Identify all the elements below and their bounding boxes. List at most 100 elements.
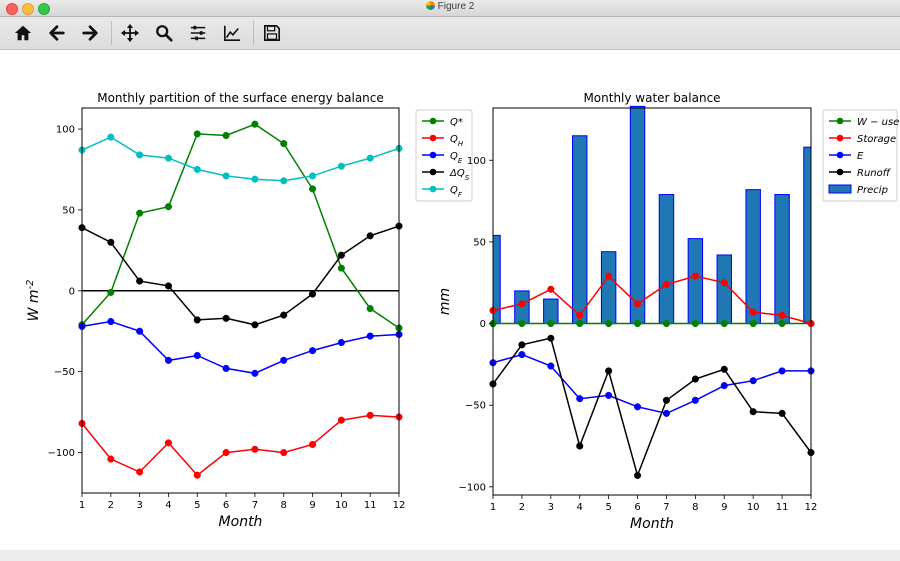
series-line-5: [81, 136, 400, 182]
maximize-window-button[interactable]: [38, 3, 50, 15]
legend-marker: [836, 117, 844, 125]
status-bar: [0, 550, 900, 561]
y-tick-label: −100: [459, 482, 486, 493]
x-tick-label: 11: [364, 500, 377, 511]
legend-marker: [429, 185, 437, 193]
data-point: [547, 319, 555, 328]
data-point: [576, 311, 584, 319]
subplots-button[interactable]: [187, 22, 209, 44]
x-axis-label: Month: [630, 516, 674, 532]
data-point: [720, 365, 728, 373]
x-tick-label: 1: [490, 502, 496, 513]
legend-swatch: [828, 184, 852, 194]
close-window-button[interactable]: [6, 3, 18, 15]
data-point: [662, 319, 671, 328]
data-point: [308, 290, 317, 298]
data-point: [633, 471, 642, 479]
legend-marker: [429, 168, 437, 176]
save-button[interactable]: [261, 22, 283, 44]
legend-entry: ΔQS: [449, 168, 470, 182]
bar-precip: [600, 251, 617, 325]
toolbar-separator: [111, 21, 112, 45]
data-point: [222, 314, 230, 322]
data-point: [164, 203, 173, 211]
x-tick-label: 10: [747, 502, 760, 513]
line-chart-icon: [223, 25, 241, 42]
data-point: [251, 175, 259, 183]
data-point: [308, 172, 317, 180]
data-point: [280, 140, 288, 148]
legend-entry: Q*: [450, 117, 463, 128]
x-tick-label: 10: [335, 500, 348, 511]
data-point: [107, 238, 115, 246]
data-point: [662, 280, 671, 288]
chart-title: Monthly water balance: [583, 91, 720, 105]
data-point: [251, 120, 259, 128]
data-point: [308, 347, 317, 355]
figure-canvas[interactable]: 1 2 3 4 5 6 7 8 9 10 11 12 −100 −50 0 50 100 Monthly part…: [0, 50, 900, 550]
data-point: [193, 316, 201, 324]
data-point: [107, 133, 115, 141]
data-point: [222, 364, 230, 372]
data-point: [778, 319, 786, 328]
data-point: [576, 395, 584, 403]
arrow-left-icon: [49, 25, 65, 41]
legend-marker: [836, 151, 844, 159]
data-point: [222, 449, 230, 457]
home-button[interactable]: [12, 22, 34, 44]
data-point: [366, 411, 374, 419]
data-point: [251, 445, 259, 453]
chart-title: Monthly partition of the surface energy …: [97, 91, 384, 105]
data-point: [518, 341, 526, 349]
data-point: [222, 131, 230, 140]
pan-button[interactable]: [119, 22, 141, 44]
data-point: [193, 471, 201, 479]
data-point: [107, 288, 115, 296]
data-point: [605, 367, 613, 375]
series-line-2: [81, 414, 400, 477]
y-tick-label: −50: [54, 367, 75, 378]
x-tick-label: 8: [692, 502, 698, 513]
data-point: [164, 282, 173, 290]
data-point: [280, 177, 288, 185]
data-point: [337, 339, 345, 347]
data-point: [193, 130, 201, 138]
x-axis-label: Month: [219, 514, 263, 530]
data-point: [605, 319, 613, 328]
data-point: [633, 319, 642, 328]
series-line-2: [492, 275, 812, 325]
data-point: [720, 319, 728, 328]
x-tick-label: 5: [194, 500, 200, 511]
axes-frame: [492, 107, 812, 496]
data-point: [136, 151, 144, 159]
edit-axes-button[interactable]: [221, 22, 243, 44]
legend-marker: [429, 117, 437, 125]
forward-button[interactable]: [79, 22, 101, 44]
x-tick-label: 1: [79, 500, 85, 511]
bar-precip: [543, 298, 559, 325]
minimize-window-button[interactable]: [22, 3, 34, 15]
x-tick-label: 2: [519, 502, 525, 513]
zoom-button[interactable]: [153, 22, 175, 44]
legend-entry: Storage: [857, 134, 896, 145]
data-point: [193, 351, 201, 360]
data-point: [518, 319, 526, 328]
y-tick-label: 50: [62, 205, 75, 216]
bar-precip: [745, 189, 761, 325]
data-point: [778, 409, 786, 417]
x-tick-label: 12: [393, 500, 406, 511]
data-point: [691, 375, 699, 383]
x-tick-label: 4: [577, 502, 583, 513]
data-point: [576, 442, 584, 450]
y-tick-label: −50: [465, 401, 486, 412]
data-point: [337, 162, 345, 170]
data-point: [337, 416, 345, 424]
back-button[interactable]: [46, 22, 68, 44]
data-point: [107, 455, 115, 463]
toolbar: [0, 17, 900, 50]
legend-marker: [836, 168, 844, 176]
data-point: [662, 409, 671, 417]
data-point: [778, 367, 786, 375]
